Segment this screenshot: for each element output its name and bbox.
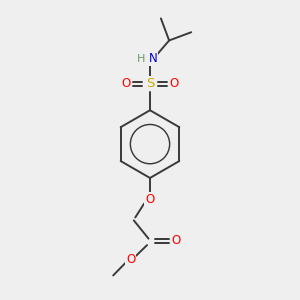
Text: O: O bbox=[146, 193, 154, 206]
Text: O: O bbox=[126, 253, 136, 266]
Text: H: H bbox=[137, 54, 146, 64]
Text: N: N bbox=[148, 52, 157, 65]
Text: O: O bbox=[172, 234, 181, 247]
Text: O: O bbox=[122, 77, 131, 90]
Text: S: S bbox=[146, 77, 154, 90]
Text: O: O bbox=[169, 77, 178, 90]
